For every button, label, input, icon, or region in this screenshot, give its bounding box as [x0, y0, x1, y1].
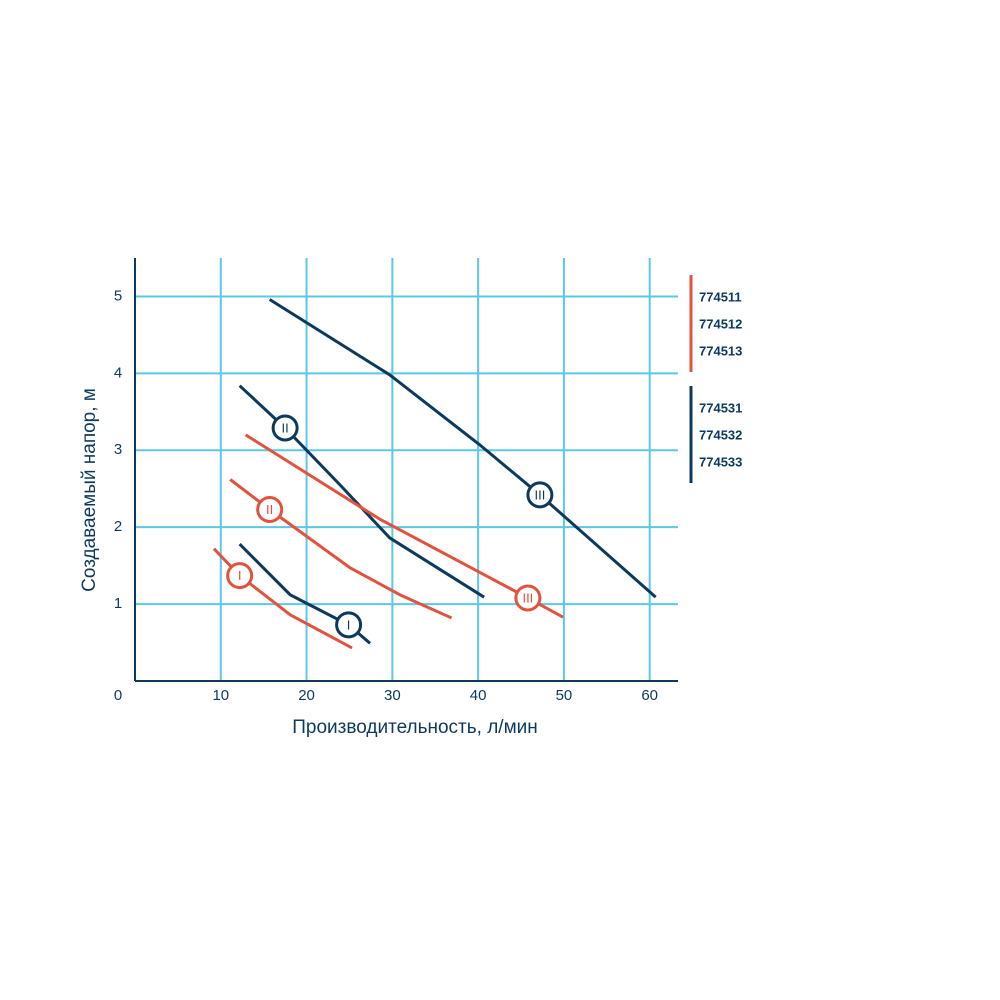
y-tick-label: 4: [114, 364, 122, 381]
y-tick-label: 1: [114, 595, 122, 612]
series-marker: [526, 481, 554, 509]
series-line: [229, 478, 453, 620]
legend: 774511 774512 774513 774531 774532 774533: [689, 275, 742, 483]
x-tick-label: 50: [556, 687, 573, 704]
series-marker: [514, 584, 542, 612]
series-label: II: [282, 420, 289, 435]
x-tick-label: 10: [212, 687, 229, 704]
x-axis-label: Производительность, л/мин: [292, 717, 538, 738]
series-line: [244, 433, 564, 619]
series-marker: [335, 611, 363, 639]
legend-entry: 774513: [699, 343, 742, 358]
legend-entry: 774511: [699, 289, 742, 304]
series-line: [212, 547, 353, 650]
series-label: I: [347, 617, 351, 632]
series-label: II: [266, 502, 273, 517]
series-marker: [226, 562, 254, 590]
series-marker: [271, 414, 299, 442]
x-tick-label: 30: [384, 687, 401, 704]
x-tick-label: 0: [114, 687, 122, 704]
series-label: I: [238, 568, 242, 583]
series-label: III: [522, 590, 533, 605]
y-tick-label: 5: [114, 287, 122, 304]
y-tick-label: 2: [114, 518, 122, 535]
legend-entry: 774512: [699, 316, 742, 331]
y-axis-label: Создаваемый напор, м: [79, 388, 100, 592]
series-marker: [256, 495, 284, 523]
series-line: [238, 384, 485, 599]
x-tick-label: 60: [641, 687, 658, 704]
x-tick-label: 20: [298, 687, 315, 704]
legend-entry: 774531: [699, 400, 742, 415]
y-tick-label: 3: [114, 441, 122, 458]
series-label: III: [534, 487, 545, 502]
legend-entry: 774532: [699, 427, 742, 442]
series-line: [238, 543, 372, 645]
series-line: [268, 298, 657, 599]
x-tick-label: 40: [470, 687, 487, 704]
legend-entry: 774533: [699, 454, 742, 469]
